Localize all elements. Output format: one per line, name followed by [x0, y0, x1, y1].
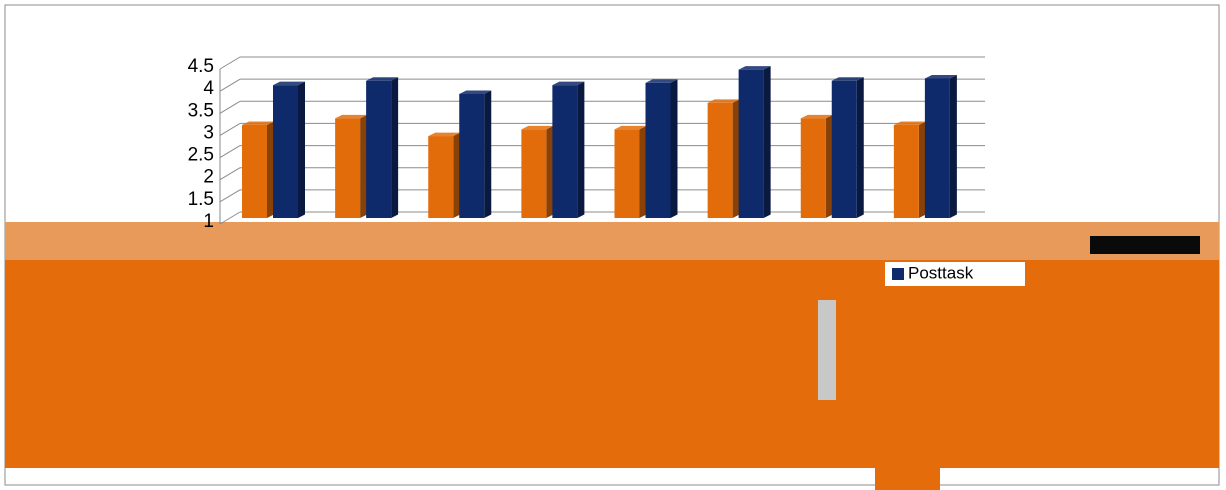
bar-side: [918, 121, 926, 218]
bar-top: [924, 75, 957, 79]
bar: [242, 125, 267, 218]
bar: [924, 78, 950, 218]
y-tick-label: 1.5: [188, 189, 214, 210]
bar-side: [639, 125, 647, 218]
bar-top: [366, 77, 399, 81]
bar-top: [800, 114, 833, 119]
bar: [459, 94, 485, 218]
bar-side: [360, 114, 368, 218]
bar: [800, 118, 826, 218]
bar: [645, 82, 671, 218]
bar-top: [645, 79, 678, 83]
bar-side: [453, 132, 461, 218]
rendering-artifact: [1090, 236, 1200, 254]
bar-side: [763, 66, 771, 219]
bar-side: [391, 77, 399, 218]
bar-side: [949, 75, 957, 218]
bar-side: [856, 77, 864, 218]
rendering-artifact: [875, 300, 940, 490]
bar-top: [428, 132, 461, 137]
y-tick-label: 2.5: [188, 145, 214, 166]
y-tick-label: 2: [203, 167, 214, 188]
bar: [273, 85, 298, 219]
bar-side: [670, 79, 678, 218]
bar-top: [521, 125, 554, 130]
bar: [335, 118, 361, 218]
bar-side: [577, 81, 585, 219]
plot-area: 11.522.533.544.5: [188, 56, 985, 232]
legend-box: [885, 262, 1025, 286]
bar: [707, 102, 733, 218]
bar-top: [831, 77, 864, 81]
bar: [831, 80, 857, 218]
bar: [366, 80, 392, 218]
grid-line: [219, 100, 241, 114]
bar: [893, 125, 919, 218]
legend: Posttask: [892, 263, 974, 282]
grid-line: [219, 189, 241, 203]
bar-side: [732, 99, 740, 218]
grid-line: [219, 211, 241, 225]
grid-line: [219, 56, 241, 70]
rendering-artifact: [818, 300, 836, 400]
y-tick-label: 1: [203, 211, 214, 232]
grid-line: [219, 122, 241, 136]
bar: [428, 136, 454, 218]
rendering-artifact: [5, 222, 1219, 260]
grid-line: [219, 167, 241, 181]
bar-top: [893, 121, 926, 125]
bar-top: [614, 125, 647, 130]
legend-swatch: [892, 268, 904, 280]
bar: [552, 85, 578, 219]
bar: [521, 129, 547, 218]
bar-top: [242, 121, 274, 125]
bar: [738, 69, 764, 219]
y-tick-label: 4.5: [188, 56, 214, 77]
legend-label: Posttask: [908, 263, 974, 282]
bar-side: [484, 90, 492, 218]
bar-top: [707, 99, 740, 103]
bar: [614, 129, 640, 218]
y-tick-label: 3: [203, 122, 214, 143]
grid-line: [219, 78, 241, 92]
y-tick-label: 3.5: [188, 100, 214, 121]
bar-top: [738, 66, 771, 70]
bar-top: [273, 81, 305, 86]
bar-side: [825, 114, 833, 218]
y-tick-label: 4: [203, 78, 214, 99]
bar-top: [459, 90, 492, 94]
bar-side: [546, 125, 554, 218]
bar-top: [335, 114, 368, 119]
grid-line: [219, 145, 241, 159]
bar-top: [552, 81, 585, 86]
bar-side: [267, 121, 274, 218]
bar-side: [298, 81, 305, 219]
